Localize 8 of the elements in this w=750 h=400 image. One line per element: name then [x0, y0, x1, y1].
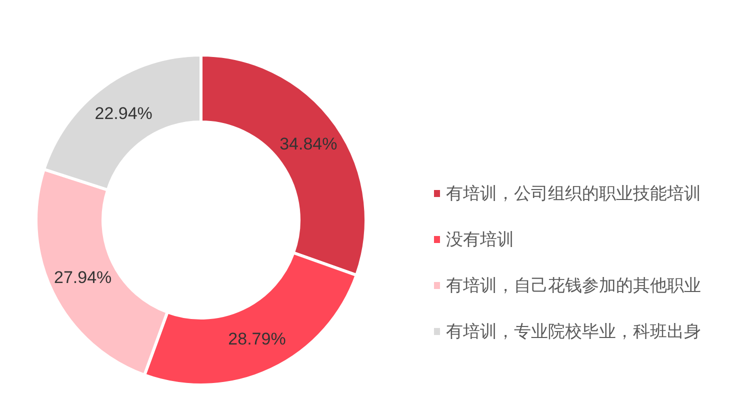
- legend-label: 没有培训: [446, 228, 514, 250]
- data-label: 22.94%: [94, 104, 152, 124]
- legend-label: 有培训，专业院校毕业，科班出身: [446, 320, 701, 342]
- data-label: 34.84%: [280, 134, 338, 154]
- data-label: 28.79%: [228, 329, 286, 348]
- data-label: 27.94%: [54, 268, 112, 288]
- legend-label: 有培训，自己花钱参加的其他职业: [446, 274, 701, 296]
- legend-label: 有培训，公司组织的职业技能培训: [446, 182, 701, 204]
